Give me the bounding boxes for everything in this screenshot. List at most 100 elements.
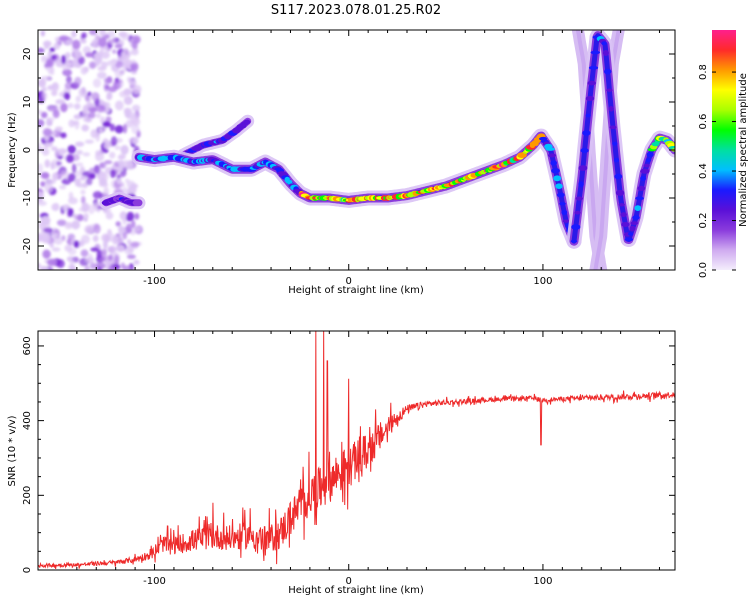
noise-cell [82, 171, 91, 178]
snr-xtick-label: 0 [346, 576, 352, 587]
noise-cell [51, 146, 58, 151]
noise-cell [56, 161, 62, 166]
noise-cell [95, 152, 105, 162]
noise-cell [67, 102, 74, 109]
right-curve-cell [630, 221, 638, 226]
noise-cell [74, 120, 80, 130]
noise-cell [78, 87, 88, 98]
noise-cell [41, 238, 51, 244]
noise-cell [103, 141, 111, 149]
noise-cell [52, 172, 59, 181]
noise-cell [133, 225, 141, 232]
spectrogram-ytick-label: 20 [22, 48, 33, 61]
noise-cell [81, 124, 89, 132]
noise-cell [76, 214, 84, 222]
main-ridge [131, 128, 582, 249]
noise-cell [98, 128, 104, 133]
noise-cell [73, 103, 81, 110]
noise-cell [65, 154, 74, 163]
noise-cell [89, 111, 96, 119]
noise-cell [67, 173, 76, 182]
noise-cell [114, 79, 123, 84]
noise-cell [41, 75, 51, 82]
snr-content [38, 331, 675, 570]
noise-cell [106, 60, 114, 66]
noise-cell [94, 164, 100, 175]
right-curve-cell [570, 239, 578, 243]
noise-cell [132, 84, 142, 94]
noise-cell [38, 119, 45, 127]
noise-cell [109, 123, 116, 132]
noise-cell [46, 179, 56, 185]
noise-cell [51, 82, 59, 90]
noise-cell [87, 253, 93, 262]
noise-cell [86, 102, 95, 108]
main-ridge-cell [555, 183, 563, 189]
snr-frame [37, 330, 676, 571]
noise-cell [81, 196, 86, 205]
spectrogram-content [38, 30, 675, 270]
snr-panel: -100 0 100 0 200 400 600 Height of straight li… [7, 330, 676, 596]
right-curve-cell [590, 50, 601, 55]
noise-cell [99, 162, 107, 169]
noise-cell [51, 203, 60, 212]
noise-cell [115, 235, 124, 245]
noise-cell [65, 39, 73, 45]
noise-cell [51, 90, 58, 97]
spectrogram-xtick-label: 0 [346, 276, 352, 287]
right-curve-cell [646, 151, 654, 158]
noise-cell [80, 249, 89, 257]
noise-cell [134, 213, 140, 220]
noise-cell [40, 172, 50, 179]
main-ridge-cell [562, 219, 570, 223]
noise-cell [59, 185, 67, 190]
noise-cell [43, 128, 53, 137]
noise-cell [104, 102, 111, 109]
right-curve-cell [574, 210, 581, 215]
noise-cell [121, 32, 130, 41]
noise-cell [38, 142, 42, 148]
snr-ytick-label: 600 [22, 336, 33, 355]
noise-cell [90, 106, 98, 113]
noise-cell [71, 30, 77, 38]
noise-cell [118, 153, 126, 160]
noise-cell [120, 145, 129, 155]
noise-cell [81, 234, 90, 244]
right-curve-cell [628, 232, 634, 236]
noise-cell [100, 61, 108, 69]
noise-cell [38, 147, 45, 152]
noise-cell [126, 239, 132, 245]
noise-cell [133, 259, 140, 265]
right-curve-cell [585, 113, 591, 118]
noise-cell [97, 71, 107, 79]
right-curve-cell [588, 66, 599, 70]
snr-ytick-label: 0 [22, 567, 33, 573]
spectrogram-ylabel: Frequency (Hz) [7, 112, 18, 188]
noise-cell [82, 112, 87, 122]
noise-cell [40, 216, 51, 226]
noise-cell [116, 244, 125, 252]
right-curve-cell [602, 50, 609, 56]
noise-cell [81, 202, 90, 213]
noise-cell [43, 227, 54, 233]
right-curve-cell [640, 168, 650, 174]
lower-arc [99, 191, 146, 210]
noise-cell [73, 240, 80, 248]
snr-xtick-label: 100 [533, 576, 552, 587]
right-curve [566, 30, 675, 249]
noise-cell [102, 121, 111, 128]
snr-ylabel: SNR (10 * v/v) [7, 415, 18, 486]
noise-cell [107, 254, 113, 261]
noise-cell [126, 112, 136, 119]
noise-cell [103, 186, 109, 197]
noise-cell [75, 162, 84, 167]
right-curve-cell [578, 165, 588, 171]
colorbar-tick-label: 0.8 [698, 64, 709, 80]
noise-cell [90, 129, 98, 139]
snr-xlabel: Height of straight line (km) [288, 585, 424, 596]
colorbar-tick-label: 0.0 [698, 262, 709, 278]
noise-cell [44, 159, 51, 168]
upper-branch-cell [243, 119, 251, 125]
noise-cell [122, 47, 129, 55]
right-curve-cell [606, 88, 613, 92]
